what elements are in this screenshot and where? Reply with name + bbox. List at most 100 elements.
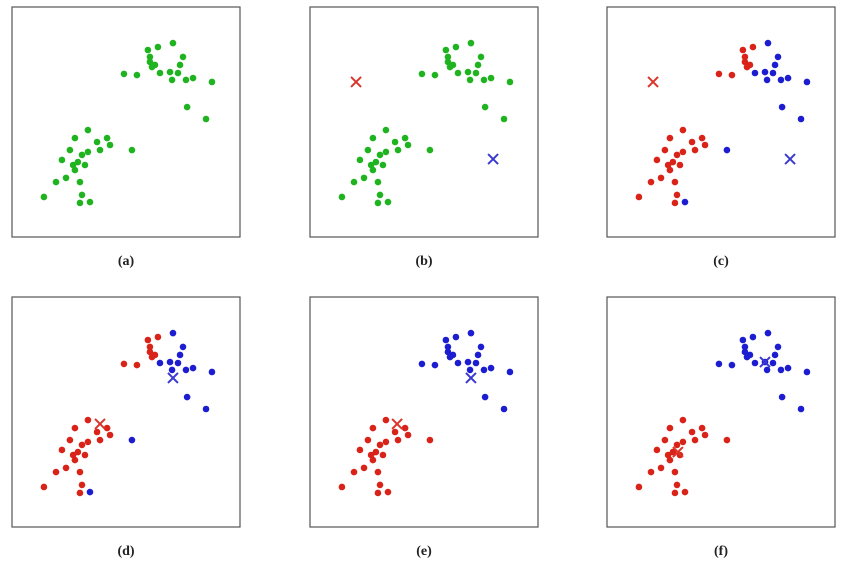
point — [487, 364, 495, 372]
point — [133, 71, 141, 79]
point — [69, 451, 77, 459]
point — [84, 416, 92, 424]
panel-caption: (d) — [117, 544, 134, 559]
point — [472, 69, 480, 77]
point — [52, 178, 60, 186]
point — [202, 115, 210, 123]
point — [741, 348, 749, 356]
panel-caption: (c) — [713, 254, 729, 269]
centroid-stroke — [350, 76, 362, 88]
centroid — [647, 76, 659, 88]
point — [78, 481, 86, 489]
point — [474, 61, 482, 69]
point — [653, 446, 661, 454]
point — [669, 448, 677, 456]
point — [74, 448, 82, 456]
point — [151, 351, 159, 359]
point — [179, 343, 187, 351]
point — [76, 199, 84, 207]
point — [106, 431, 114, 439]
point — [379, 451, 387, 459]
point — [84, 126, 92, 134]
point — [174, 359, 182, 367]
point — [372, 158, 380, 166]
point — [647, 178, 655, 186]
point — [664, 161, 672, 169]
point — [698, 424, 706, 432]
point — [189, 74, 197, 82]
point — [66, 436, 74, 444]
point — [78, 151, 86, 159]
point — [418, 70, 426, 78]
point — [176, 61, 184, 69]
point — [376, 191, 384, 199]
point — [183, 103, 191, 111]
centroid — [350, 76, 362, 88]
point — [376, 481, 384, 489]
point — [764, 329, 772, 337]
point — [431, 361, 439, 369]
point — [666, 424, 674, 432]
point — [84, 438, 92, 446]
point — [771, 351, 779, 359]
point — [179, 53, 187, 61]
centroid — [167, 372, 179, 384]
point — [664, 451, 672, 459]
point — [749, 333, 757, 341]
point — [679, 438, 687, 446]
point — [723, 436, 731, 444]
panel-frame — [309, 6, 539, 238]
point — [464, 358, 472, 366]
point — [778, 393, 786, 401]
point — [467, 39, 475, 47]
point — [761, 68, 769, 76]
point — [404, 431, 412, 439]
centroid-stroke — [465, 372, 477, 384]
point — [78, 191, 86, 199]
point — [367, 161, 375, 169]
point — [653, 156, 661, 164]
point — [52, 468, 60, 476]
point — [404, 141, 412, 149]
point — [741, 53, 749, 61]
point — [671, 199, 679, 207]
point — [784, 364, 792, 372]
centroid — [487, 153, 499, 165]
point — [681, 198, 689, 206]
point — [350, 468, 358, 476]
panel-caption: (a) — [118, 254, 135, 269]
point — [76, 489, 84, 497]
point — [487, 74, 495, 82]
centroid-stroke — [167, 372, 179, 384]
point — [673, 441, 681, 449]
point — [669, 158, 677, 166]
centroid — [784, 153, 796, 165]
point — [688, 138, 696, 146]
point — [739, 46, 747, 54]
point — [449, 351, 457, 359]
centroid-stroke — [391, 418, 403, 430]
point — [444, 348, 452, 356]
point — [208, 78, 216, 86]
point — [168, 366, 176, 374]
point — [156, 69, 164, 77]
point — [146, 58, 154, 66]
point — [120, 70, 128, 78]
point — [691, 146, 699, 154]
point — [671, 468, 679, 476]
point — [426, 146, 434, 154]
centroid-stroke — [94, 418, 106, 430]
point — [715, 70, 723, 78]
point — [96, 436, 104, 444]
point — [86, 488, 94, 496]
point — [176, 351, 184, 359]
point — [666, 134, 674, 142]
point — [764, 39, 772, 47]
point — [374, 489, 382, 497]
point — [657, 174, 665, 182]
point — [382, 126, 390, 134]
centroid-stroke — [784, 153, 796, 165]
point — [671, 489, 679, 497]
point — [374, 468, 382, 476]
